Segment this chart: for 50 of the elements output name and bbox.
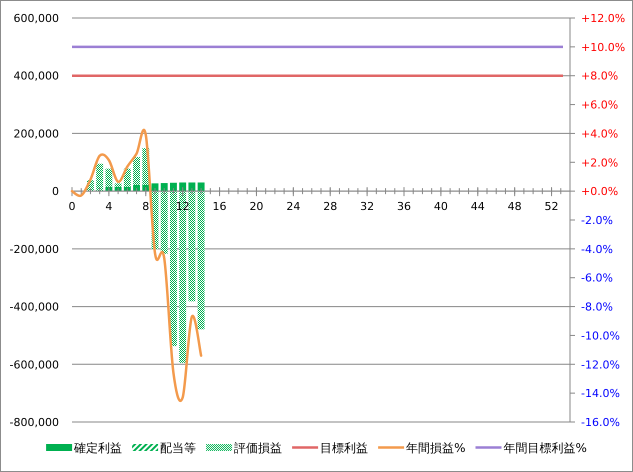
x-tick-label: 44 bbox=[470, 200, 485, 214]
y2-tick-label: +8.0% bbox=[581, 70, 618, 83]
x-tick-label: 0 bbox=[68, 200, 76, 214]
x-tick-label: 8 bbox=[142, 200, 150, 214]
y-tick-label: -400,000 bbox=[10, 300, 59, 314]
x-tick-label: 24 bbox=[286, 200, 300, 214]
y-tick-label: -800,000 bbox=[10, 416, 59, 429]
y2-tick-label: -10.0% bbox=[581, 329, 620, 342]
y2-tick-label: +0.0% bbox=[581, 185, 618, 198]
bar bbox=[96, 164, 104, 192]
y2-tick-label: -6.0% bbox=[581, 272, 613, 285]
legend-label: 年間損益% bbox=[406, 441, 466, 455]
legend-label: 評価損益 bbox=[234, 441, 282, 455]
x-tick-label: 20 bbox=[249, 200, 264, 214]
bar bbox=[133, 157, 140, 185]
y-tick-label: 200,000 bbox=[14, 127, 59, 140]
x-tick-label: 52 bbox=[544, 200, 559, 214]
y-tick-label: -600,000 bbox=[10, 358, 59, 372]
y2-tick-label: +4.0% bbox=[581, 127, 618, 140]
bar bbox=[114, 183, 122, 187]
legend-label: 年間目標利益% bbox=[504, 441, 587, 455]
y-tick-label: -200,000 bbox=[10, 242, 59, 256]
x-tick-label: 32 bbox=[360, 200, 374, 214]
bar bbox=[160, 191, 168, 254]
y2-tick-label: -14.0% bbox=[581, 387, 620, 400]
y-tick-label: 0 bbox=[52, 185, 59, 198]
y2-tick-label: -8.0% bbox=[581, 300, 613, 314]
x-tick-label: 48 bbox=[508, 200, 522, 214]
bar bbox=[105, 168, 112, 187]
bar bbox=[188, 191, 196, 302]
y2-tick-label: -16.0% bbox=[581, 416, 620, 429]
bar bbox=[170, 191, 177, 346]
legend-label: 配当等 bbox=[160, 441, 196, 455]
x-tick-label: 16 bbox=[212, 200, 227, 214]
x-tick-label: 28 bbox=[323, 200, 338, 214]
y2-tick-label: -12.0% bbox=[581, 358, 620, 372]
y-tick-label: 600,000 bbox=[14, 12, 59, 25]
x-tick-label: 40 bbox=[434, 200, 448, 214]
bar bbox=[198, 191, 205, 330]
y2-tick-label: +10.0% bbox=[581, 40, 626, 54]
y2-tick-label: +6.0% bbox=[581, 98, 618, 112]
x-tick-label: 36 bbox=[397, 200, 411, 214]
y2-tick-label: +12.0% bbox=[581, 12, 626, 25]
y-tick-label: 400,000 bbox=[14, 70, 59, 83]
legend-label: 目標利益 bbox=[320, 441, 368, 455]
y2-tick-label: -4.0% bbox=[581, 242, 613, 256]
y2-tick-label: +2.0% bbox=[581, 156, 618, 170]
y2-tick-label: -2.0% bbox=[581, 214, 613, 227]
legend-label: 確定利益 bbox=[73, 441, 122, 455]
x-tick-label: 4 bbox=[105, 200, 112, 214]
